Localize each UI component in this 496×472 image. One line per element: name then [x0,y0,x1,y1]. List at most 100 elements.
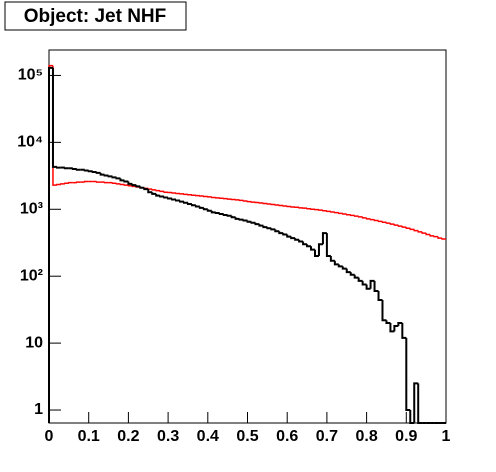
x-tick-label: 0.9 [395,428,417,445]
histogram-bin [357,216,363,218]
histogram-bin [282,205,288,207]
histogram-bin [230,215,236,219]
histogram-bin [163,191,169,193]
histogram-bin [369,218,375,221]
histogram-bin [421,231,427,234]
histogram-bin [274,229,280,233]
x-tick-label: 0.4 [197,428,219,445]
y-tick-label: 1 [34,401,43,418]
histogram-bin [373,280,379,293]
histogram-bin [60,183,65,185]
histogram-bin [175,192,181,195]
histogram-bin [87,170,93,173]
histogram-bin [242,219,248,222]
histogram-bin [139,186,145,189]
histogram-bin [99,172,105,176]
histogram-bin [317,243,323,257]
y-tick-label: 10³ [20,200,43,217]
histogram-bin [111,182,117,184]
histogram-bin [349,272,355,276]
histogram-bin [298,207,304,209]
histogram-bin [135,185,141,188]
histogram-bin [246,220,252,223]
title-box [4,1,187,31]
histogram-bin [119,178,125,182]
histogram-bin [218,212,224,216]
histogram-bin [389,223,395,225]
y-tick-label: 10 [25,334,43,351]
histogram-bin [242,200,248,202]
histogram-bin [206,209,212,212]
histogram-bin [409,410,415,424]
histogram-bin [262,225,268,229]
x-tick-label: 0.6 [276,428,298,445]
histogram-bin [361,280,367,286]
histogram-bin [119,183,125,186]
histogram-bin [75,168,81,171]
histogram-bin [83,169,89,172]
y-tick-label: 10⁴ [17,134,43,151]
histogram-bin [163,196,169,199]
histogram-bin [393,224,399,226]
histogram-bin [111,176,117,179]
histogram-bin [210,210,216,214]
histogram-bin [155,189,161,192]
histogram-bin [341,266,347,270]
histogram-bin [214,211,220,214]
histogram-bin [226,214,232,217]
x-tick-label: 0.5 [236,428,258,445]
histogram-bin [278,204,284,207]
histogram-bin [286,234,292,238]
histogram-bin [198,206,204,209]
histogram-bin [56,183,61,186]
histogram-bin [286,205,292,208]
histogram-bin [266,227,272,230]
histogram-bin [429,234,435,237]
histogram-bin [377,291,383,302]
histogram-bin [385,222,391,224]
x-tick-label: 0.7 [316,428,338,445]
histogram-bin [306,207,312,210]
histogram-bin [373,219,379,222]
histogram-bin [211,196,216,199]
histogram-bin [349,214,355,217]
histogram-bin [190,203,196,207]
histogram-bin [258,224,264,227]
histogram-bin [325,233,331,258]
histogram-bin [179,200,184,203]
x-tick-label: 1 [442,428,451,445]
histogram-bin [202,207,208,211]
chart-title: Object: Jet NHF [24,6,167,27]
x-tick-label: 0 [45,428,54,445]
histogram-bin [51,67,57,168]
histogram-bin [76,181,81,183]
histogram-bin [322,210,327,212]
histogram-bin [107,175,113,178]
histogram-bin [64,182,69,184]
histogram-bin [159,195,165,198]
histogram-bin [337,264,343,268]
histogram-bin [330,211,335,213]
histogram-bin [333,260,339,266]
histogram-bin [290,206,296,208]
histogram-bin [186,202,192,205]
histogram-bin [417,383,423,424]
histogram-bin [115,183,121,185]
histogram-bin [103,174,109,177]
histogram-bin [365,217,371,220]
histogram-bin [151,192,157,195]
histogram-bin [270,228,276,231]
histogram-bin [147,188,153,190]
histogram-bin [127,184,133,187]
x-tick-label: 0.3 [157,428,179,445]
histogram-bin [393,325,399,332]
histogram-bin [203,195,208,198]
histogram-bin [91,171,97,174]
histogram-bin [409,228,415,231]
histogram-bin [250,221,256,224]
histogram-bin [151,189,157,191]
histogram-bin [83,180,89,183]
